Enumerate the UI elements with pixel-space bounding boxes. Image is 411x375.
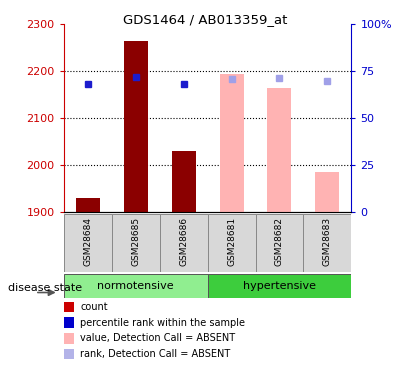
Text: percentile rank within the sample: percentile rank within the sample — [80, 318, 245, 327]
Bar — [208, 274, 351, 298]
Bar — [256, 214, 303, 272]
Text: normotensive: normotensive — [97, 281, 174, 291]
Bar — [64, 274, 208, 298]
Text: value, Detection Call = ABSENT: value, Detection Call = ABSENT — [80, 333, 235, 343]
Bar — [64, 214, 112, 272]
Bar — [268, 88, 291, 212]
Text: GSM28681: GSM28681 — [227, 217, 236, 266]
Text: GSM28685: GSM28685 — [131, 217, 140, 266]
Text: GSM28686: GSM28686 — [179, 217, 188, 266]
Bar — [76, 198, 100, 212]
Text: GSM28682: GSM28682 — [275, 217, 284, 266]
Bar — [172, 151, 196, 212]
Text: disease state: disease state — [8, 283, 82, 293]
Text: count: count — [80, 302, 108, 312]
Bar — [208, 214, 256, 272]
Text: GSM28684: GSM28684 — [83, 217, 92, 266]
Bar — [315, 172, 339, 212]
Bar — [219, 74, 243, 212]
Text: hypertensive: hypertensive — [243, 281, 316, 291]
Text: GDS1464 / AB013359_at: GDS1464 / AB013359_at — [123, 13, 288, 26]
Bar — [124, 41, 148, 212]
Text: GSM28683: GSM28683 — [323, 217, 332, 266]
Bar — [303, 214, 351, 272]
Bar — [112, 214, 159, 272]
Bar — [159, 214, 208, 272]
Text: rank, Detection Call = ABSENT: rank, Detection Call = ABSENT — [80, 349, 231, 359]
